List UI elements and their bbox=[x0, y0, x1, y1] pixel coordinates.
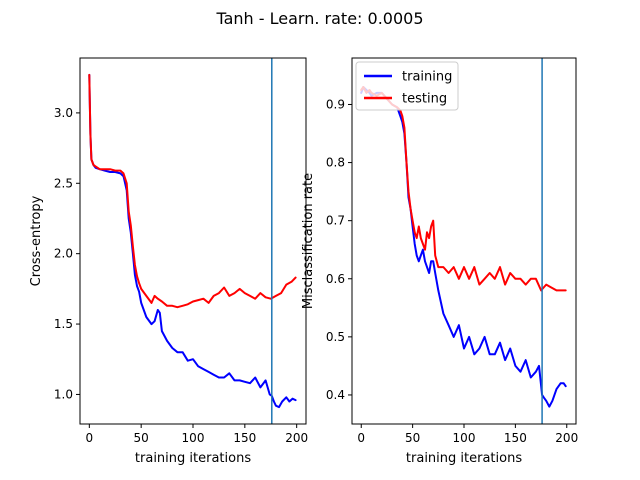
legend-label-training: training bbox=[402, 70, 452, 85]
legend: training testing bbox=[355, 61, 459, 111]
x-axis-label: training iterations bbox=[135, 451, 251, 466]
y-tick-label: 0.4 bbox=[326, 388, 345, 402]
x-tick-label: 200 bbox=[285, 431, 308, 445]
figure-title: Tanh - Learn. rate: 0.0005 bbox=[215, 9, 423, 28]
y-tick-label: 0.8 bbox=[326, 156, 345, 170]
y-axis-label: Misclassification rate bbox=[301, 173, 316, 309]
y-tick-label: 0.9 bbox=[326, 97, 345, 111]
y-tick-label: 2.5 bbox=[54, 176, 73, 190]
x-tick-label: 100 bbox=[182, 431, 205, 445]
x-tick-label: 200 bbox=[555, 431, 578, 445]
y-tick-label: 3.0 bbox=[54, 106, 73, 120]
y-tick-label: 1.0 bbox=[54, 387, 73, 401]
series-line-training bbox=[360, 86, 567, 408]
y-tick-label: 0.7 bbox=[326, 214, 345, 228]
y-tick-label: 0.5 bbox=[326, 330, 345, 344]
x-tick-label: 150 bbox=[504, 431, 527, 445]
x-tick-label: 0 bbox=[86, 431, 94, 445]
x-tick-label: 100 bbox=[453, 431, 476, 445]
cross-entropy-plot: 0 50 100 150 200 1.0 1.5 2.0 2.5 3.0 training iter… bbox=[29, 57, 308, 466]
x-tick-label: 0 bbox=[357, 431, 365, 445]
x-tick-label: 50 bbox=[405, 431, 420, 445]
x-tick-label: 50 bbox=[134, 431, 149, 445]
y-tick-label: 2.0 bbox=[54, 247, 73, 261]
y-tick-label: 0.6 bbox=[326, 272, 345, 286]
x-tick-label: 150 bbox=[233, 431, 256, 445]
y-tick-label: 1.5 bbox=[54, 317, 73, 331]
legend-label-testing: testing bbox=[402, 92, 447, 107]
series-line-testing bbox=[88, 73, 297, 309]
misclassification-plot: 0 50 100 150 200 0.4 0.5 0.6 0.7 0.8 0.9 training i… bbox=[301, 57, 578, 466]
series-line-training bbox=[88, 73, 297, 409]
x-axis-label: training iterations bbox=[406, 451, 522, 466]
y-axis-label: Cross-entropy bbox=[29, 195, 44, 286]
